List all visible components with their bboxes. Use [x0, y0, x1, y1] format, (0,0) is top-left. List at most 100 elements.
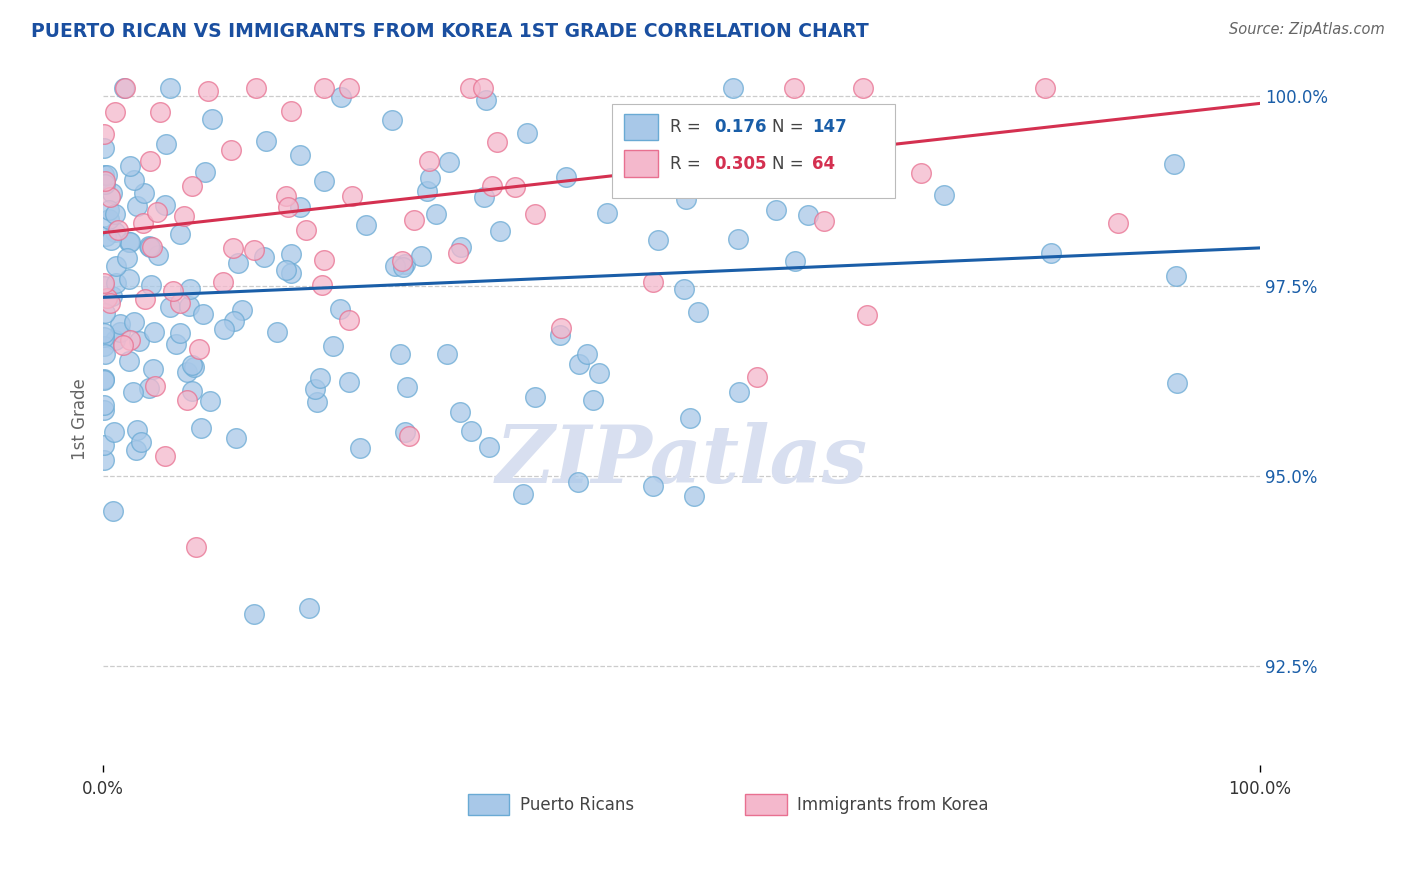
Point [110, 317, 132, 331]
Point [191, 307, 214, 321]
Point [1035, 81, 1057, 95]
Point [143, 325, 166, 339]
Point [186, 540, 208, 554]
Point [647, 233, 669, 247]
Point [745, 369, 768, 384]
Point [312, 174, 335, 188]
Point [93, 398, 115, 412]
Point [132, 216, 155, 230]
Point [93, 373, 115, 387]
Point [416, 184, 439, 198]
Point [274, 189, 297, 203]
Point [550, 321, 572, 335]
Point [679, 411, 702, 425]
Point [118, 235, 141, 249]
Point [783, 254, 806, 268]
Point [165, 336, 187, 351]
Point [242, 607, 264, 621]
Point [723, 81, 745, 95]
Point [93, 438, 115, 452]
Point [93, 329, 115, 343]
Point [567, 475, 589, 489]
Point [330, 89, 353, 103]
FancyBboxPatch shape [612, 104, 896, 197]
Point [117, 251, 139, 265]
Point [110, 325, 132, 339]
Text: 147: 147 [813, 118, 846, 136]
Point [254, 134, 277, 148]
Point [856, 308, 879, 322]
Point [643, 275, 665, 289]
Point [183, 359, 205, 374]
Point [111, 338, 134, 352]
Point [190, 421, 212, 435]
Point [1039, 245, 1062, 260]
Point [159, 81, 181, 95]
Point [118, 354, 141, 368]
Text: Source: ZipAtlas.com: Source: ZipAtlas.com [1229, 22, 1385, 37]
Point [472, 190, 495, 204]
Point [101, 289, 124, 303]
Point [181, 384, 204, 399]
Point [243, 244, 266, 258]
Text: N =: N = [772, 118, 808, 136]
Point [524, 390, 547, 404]
Point [120, 333, 142, 347]
Point [94, 229, 117, 244]
Point [436, 347, 458, 361]
Point [93, 306, 115, 320]
Point [337, 81, 360, 95]
Point [304, 382, 326, 396]
Point [169, 227, 191, 242]
Point [342, 189, 364, 203]
Point [337, 312, 360, 326]
Point [516, 126, 538, 140]
Point [129, 435, 152, 450]
Text: PUERTO RICAN VS IMMIGRANTS FROM KOREA 1ST GRADE CORRELATION CHART: PUERTO RICAN VS IMMIGRANTS FROM KOREA 1S… [31, 22, 869, 41]
Point [128, 334, 150, 349]
Point [225, 432, 247, 446]
Point [132, 186, 155, 200]
Point [419, 171, 441, 186]
Point [138, 240, 160, 254]
Text: R =: R = [669, 118, 706, 136]
Point [266, 325, 288, 339]
Point [107, 223, 129, 237]
Point [231, 303, 253, 318]
Point [104, 260, 127, 274]
Point [112, 81, 135, 95]
Point [118, 160, 141, 174]
Point [568, 357, 591, 371]
Point [93, 276, 115, 290]
Point [460, 81, 482, 95]
Point [851, 81, 873, 95]
Point [100, 189, 122, 203]
Point [797, 208, 820, 222]
Point [177, 299, 200, 313]
Point [575, 347, 598, 361]
Point [96, 291, 118, 305]
Point [253, 250, 276, 264]
Point [93, 453, 115, 467]
Point [481, 179, 503, 194]
Point [138, 153, 160, 168]
Point [219, 143, 242, 157]
Point [103, 333, 125, 347]
Point [101, 186, 124, 200]
FancyBboxPatch shape [745, 794, 787, 815]
Point [486, 135, 509, 149]
Point [297, 601, 319, 615]
Point [394, 425, 416, 440]
Point [280, 104, 302, 119]
Point [197, 84, 219, 98]
Point [910, 166, 932, 180]
Point [682, 489, 704, 503]
Point [212, 275, 235, 289]
Point [641, 479, 664, 493]
Point [94, 174, 117, 188]
Text: ZIPatlas: ZIPatlas [495, 422, 868, 500]
Point [295, 223, 318, 237]
Point [391, 260, 413, 274]
Point [450, 240, 472, 254]
Point [127, 424, 149, 438]
